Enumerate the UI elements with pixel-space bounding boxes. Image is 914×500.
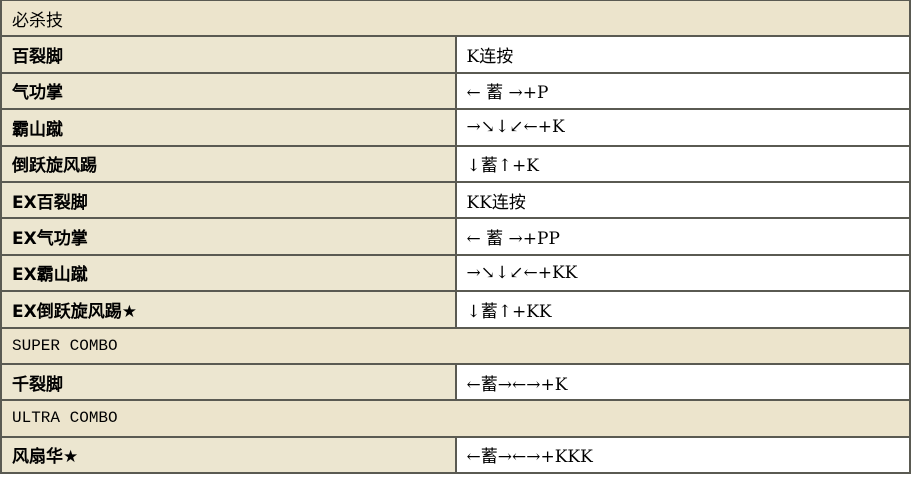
move-name: 风扇华★: [0, 435, 457, 475]
move-name: EX倒跃旋风踢★: [0, 290, 457, 329]
move-name: 倒跃旋风踢: [0, 144, 457, 183]
section-header-row: ULTRA COMBO: [0, 399, 911, 438]
move-command: →↘↓↙←+KK: [454, 253, 911, 293]
move-name: 百裂脚: [0, 35, 457, 74]
move-command: ↓蓄↑+KK: [454, 290, 911, 329]
move-name: 千裂脚: [0, 362, 457, 402]
move-row: 气功掌 ← 蓄 →+P: [0, 71, 911, 111]
section-title: 必杀技: [0, 0, 911, 38]
move-row: 百裂脚 K连按: [0, 35, 911, 74]
move-command: ←蓄→←→+K: [454, 362, 911, 402]
move-row: EX百裂脚 KK连按: [0, 180, 911, 220]
section-title: SUPER COMBO: [0, 326, 911, 365]
move-row: 倒跃旋风踢 ↓蓄↑+K: [0, 144, 911, 183]
move-row: 千裂脚 ←蓄→←→+K: [0, 362, 911, 402]
move-row: 风扇华★ ←蓄→←→+KKK: [0, 435, 911, 475]
move-list-table: 必杀技 百裂脚 K连按 气功掌 ← 蓄 →+P 霸山蹴 →↘↓↙←+K 倒跃旋风踢 ↓蓄↑+K E…: [0, 0, 911, 475]
move-command: →↘↓↙←+K: [454, 108, 911, 147]
move-name: EX霸山蹴: [0, 253, 457, 293]
move-name: EX百裂脚: [0, 180, 457, 220]
section-title: ULTRA COMBO: [0, 399, 911, 438]
move-command: ← 蓄 →+PP: [454, 217, 911, 256]
move-row: 霸山蹴 →↘↓↙←+K: [0, 108, 911, 147]
section-header-row: SUPER COMBO: [0, 326, 911, 365]
section-header-row: 必杀技: [0, 0, 911, 38]
move-command: K连按: [454, 35, 911, 74]
move-name: 霸山蹴: [0, 108, 457, 147]
move-command: KK连按: [454, 180, 911, 220]
move-row: EX倒跃旋风踢★ ↓蓄↑+KK: [0, 290, 911, 329]
move-row: EX气功掌 ← 蓄 →+PP: [0, 217, 911, 256]
move-command: ↓蓄↑+K: [454, 144, 911, 183]
move-command: ←蓄→←→+KKK: [454, 435, 911, 475]
move-command: ← 蓄 →+P: [454, 71, 911, 111]
move-name: 气功掌: [0, 71, 457, 111]
move-row: EX霸山蹴 →↘↓↙←+KK: [0, 253, 911, 293]
move-name: EX气功掌: [0, 217, 457, 256]
